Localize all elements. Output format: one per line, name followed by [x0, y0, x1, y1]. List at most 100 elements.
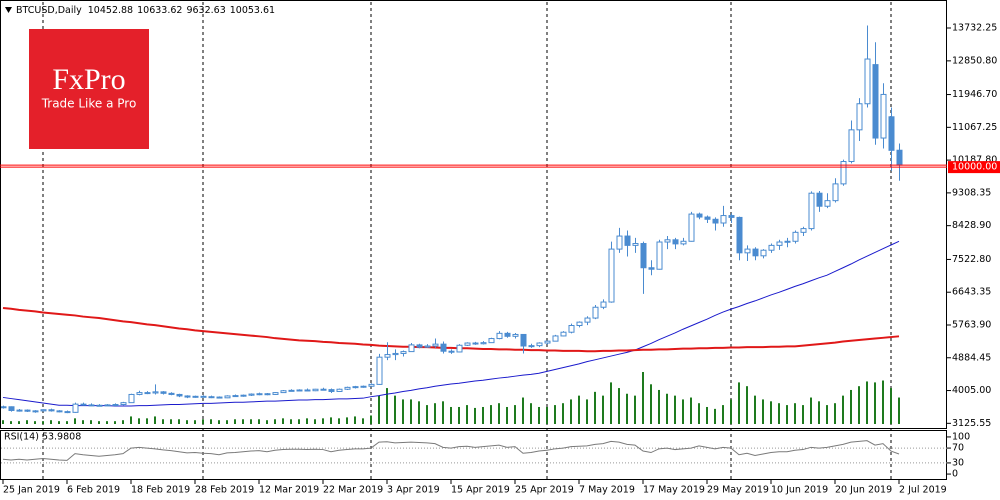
- candle-body: [472, 342, 479, 345]
- candle-body: [696, 213, 703, 218]
- candle-body: [448, 350, 455, 353]
- rsi-tick-label: 70: [952, 443, 964, 454]
- volume-bar: [514, 405, 516, 424]
- candle-body: [120, 402, 127, 406]
- candle-body: [224, 395, 231, 399]
- volume-bar: [90, 420, 92, 424]
- candle-body: [176, 393, 183, 397]
- y-tick-label: 7522.80: [952, 254, 991, 265]
- candle-body: [288, 389, 295, 392]
- candle-body: [632, 243, 639, 246]
- candle-body: [416, 344, 423, 348]
- candle-body: [400, 351, 407, 354]
- volume-bar: [466, 405, 468, 424]
- volume-bar: [74, 418, 76, 424]
- y-tick-label: 5763.90: [952, 319, 991, 330]
- volume-bar: [770, 401, 772, 424]
- candle-body: [880, 93, 887, 139]
- volume-bar: [242, 419, 244, 424]
- volume-bar: [250, 419, 252, 424]
- y-tick-label: 6643.35: [952, 287, 991, 298]
- candle-body: [464, 342, 471, 346]
- plot: [0, 25, 903, 424]
- candle-body: [616, 235, 623, 250]
- volume-bar: [866, 381, 868, 424]
- candle-body: [72, 403, 79, 413]
- candle-body: [744, 248, 751, 254]
- x-tick-label: 25 Apr 2019: [515, 485, 574, 496]
- candle-body: [232, 395, 239, 398]
- candle-body: [504, 332, 511, 337]
- price-label: 10000.00: [952, 162, 997, 173]
- volume-bar: [442, 401, 444, 424]
- candle-body: [728, 215, 735, 218]
- rsi-label: RSI(14) 53.9808: [4, 432, 81, 443]
- candle-body: [544, 340, 551, 344]
- x-tick-label: 22 Mar 2019: [323, 485, 383, 496]
- volume-bar: [450, 406, 452, 424]
- candle-body: [568, 325, 575, 333]
- candle-body: [280, 390, 287, 394]
- volume-bar: [690, 397, 692, 424]
- volume-bar: [810, 397, 812, 424]
- logo: FxPro Trade Like a Pro: [29, 29, 149, 149]
- volume-bar: [178, 419, 180, 424]
- volume-bar: [554, 405, 556, 424]
- candle-body: [584, 317, 591, 323]
- candle-body: [760, 249, 767, 257]
- y-tick-label: 10187.80: [952, 155, 997, 166]
- candle-body: [608, 248, 615, 303]
- rsi-tick-label: 100: [952, 431, 970, 442]
- candle-body: [200, 395, 207, 398]
- candle-body: [752, 248, 759, 257]
- candle-body: [480, 342, 487, 345]
- candle-body: [392, 352, 399, 356]
- volume-bar: [786, 405, 788, 424]
- volume-bar: [898, 397, 900, 424]
- moving-average: [2, 306, 900, 353]
- candle-body: [136, 392, 143, 395]
- volume-bar: [546, 406, 548, 424]
- volume-bar: [386, 388, 388, 424]
- candle-body: [160, 391, 167, 394]
- candle-body: [24, 409, 31, 412]
- candle-body: [328, 389, 335, 392]
- volume-bar: [826, 405, 828, 424]
- volume-bar: [282, 418, 284, 424]
- candle-body: [192, 395, 199, 398]
- volume-bar: [322, 418, 324, 424]
- volume-bar: [570, 399, 572, 424]
- candle-body: [64, 411, 71, 414]
- volume-bar: [882, 380, 884, 424]
- volume-bar: [834, 403, 836, 424]
- volume-bar: [738, 382, 740, 424]
- candle-body: [440, 343, 447, 352]
- candle-body: [640, 243, 647, 269]
- candle-body: [648, 267, 655, 270]
- candle-body: [808, 192, 815, 230]
- open-value: 10452.88: [88, 5, 133, 16]
- volume-bar: [682, 399, 684, 424]
- volume-bar: [714, 408, 716, 424]
- candle-body: [32, 410, 39, 413]
- y-tick-label: 9308.35: [952, 187, 991, 198]
- candle-body: [720, 215, 727, 224]
- candle-body: [704, 216, 711, 220]
- volume-bar: [58, 421, 60, 424]
- candle-body: [768, 244, 775, 251]
- volume-bar: [346, 417, 348, 424]
- logo-brand: FxPro: [52, 63, 125, 96]
- x-tick-label: 25 Jan 2019: [3, 485, 60, 496]
- candle-body: [408, 344, 415, 353]
- candle-body: [8, 406, 15, 411]
- volume-bar: [890, 388, 892, 424]
- volume-bar: [258, 419, 260, 424]
- x-tick-label: 12 Mar 2019: [259, 485, 319, 496]
- volume-bar: [274, 419, 276, 424]
- candle-body: [384, 354, 391, 358]
- x-tick-label: 10 Jun 2019: [771, 485, 828, 496]
- low-value: 9632.63: [186, 5, 225, 16]
- volume-bar: [706, 406, 708, 424]
- volume-bar: [34, 421, 36, 424]
